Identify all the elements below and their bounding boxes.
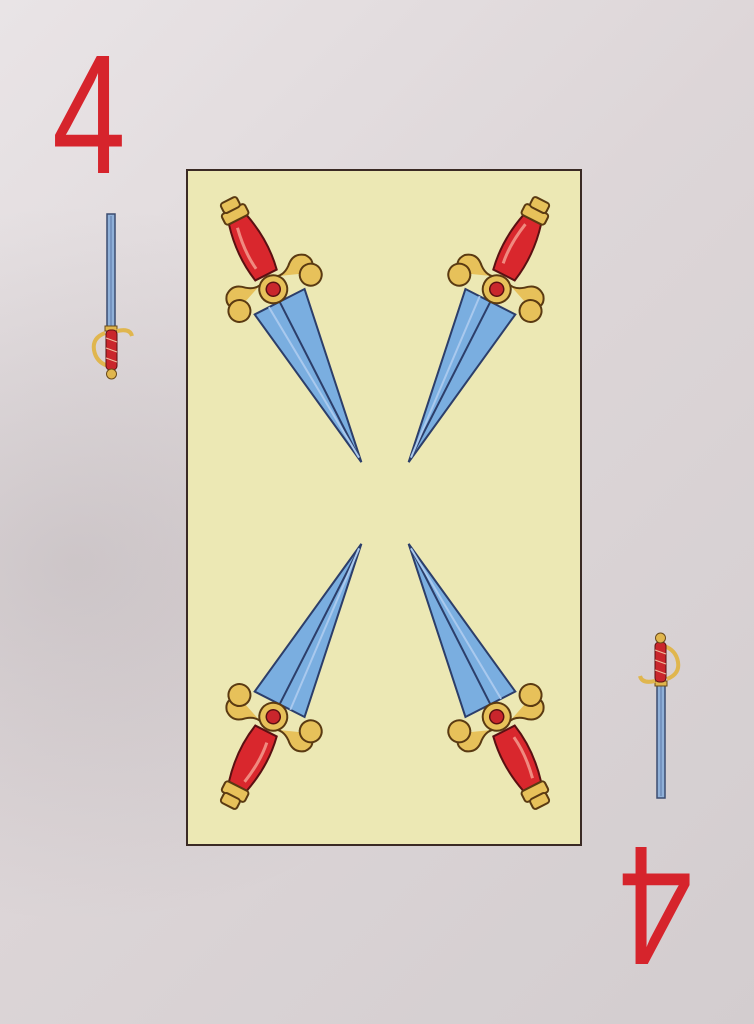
dagger-bottom-left <box>188 519 409 831</box>
rank-index-top: 4 <box>52 20 126 210</box>
sword-icon <box>638 632 681 799</box>
dagger-top-left <box>188 175 409 487</box>
card-center-panel <box>186 169 584 846</box>
sword-icon <box>91 213 134 380</box>
dagger-top-right <box>361 175 584 487</box>
rank-index-bottom: 4 <box>621 810 693 1000</box>
dagger-bottom-right <box>361 519 584 831</box>
